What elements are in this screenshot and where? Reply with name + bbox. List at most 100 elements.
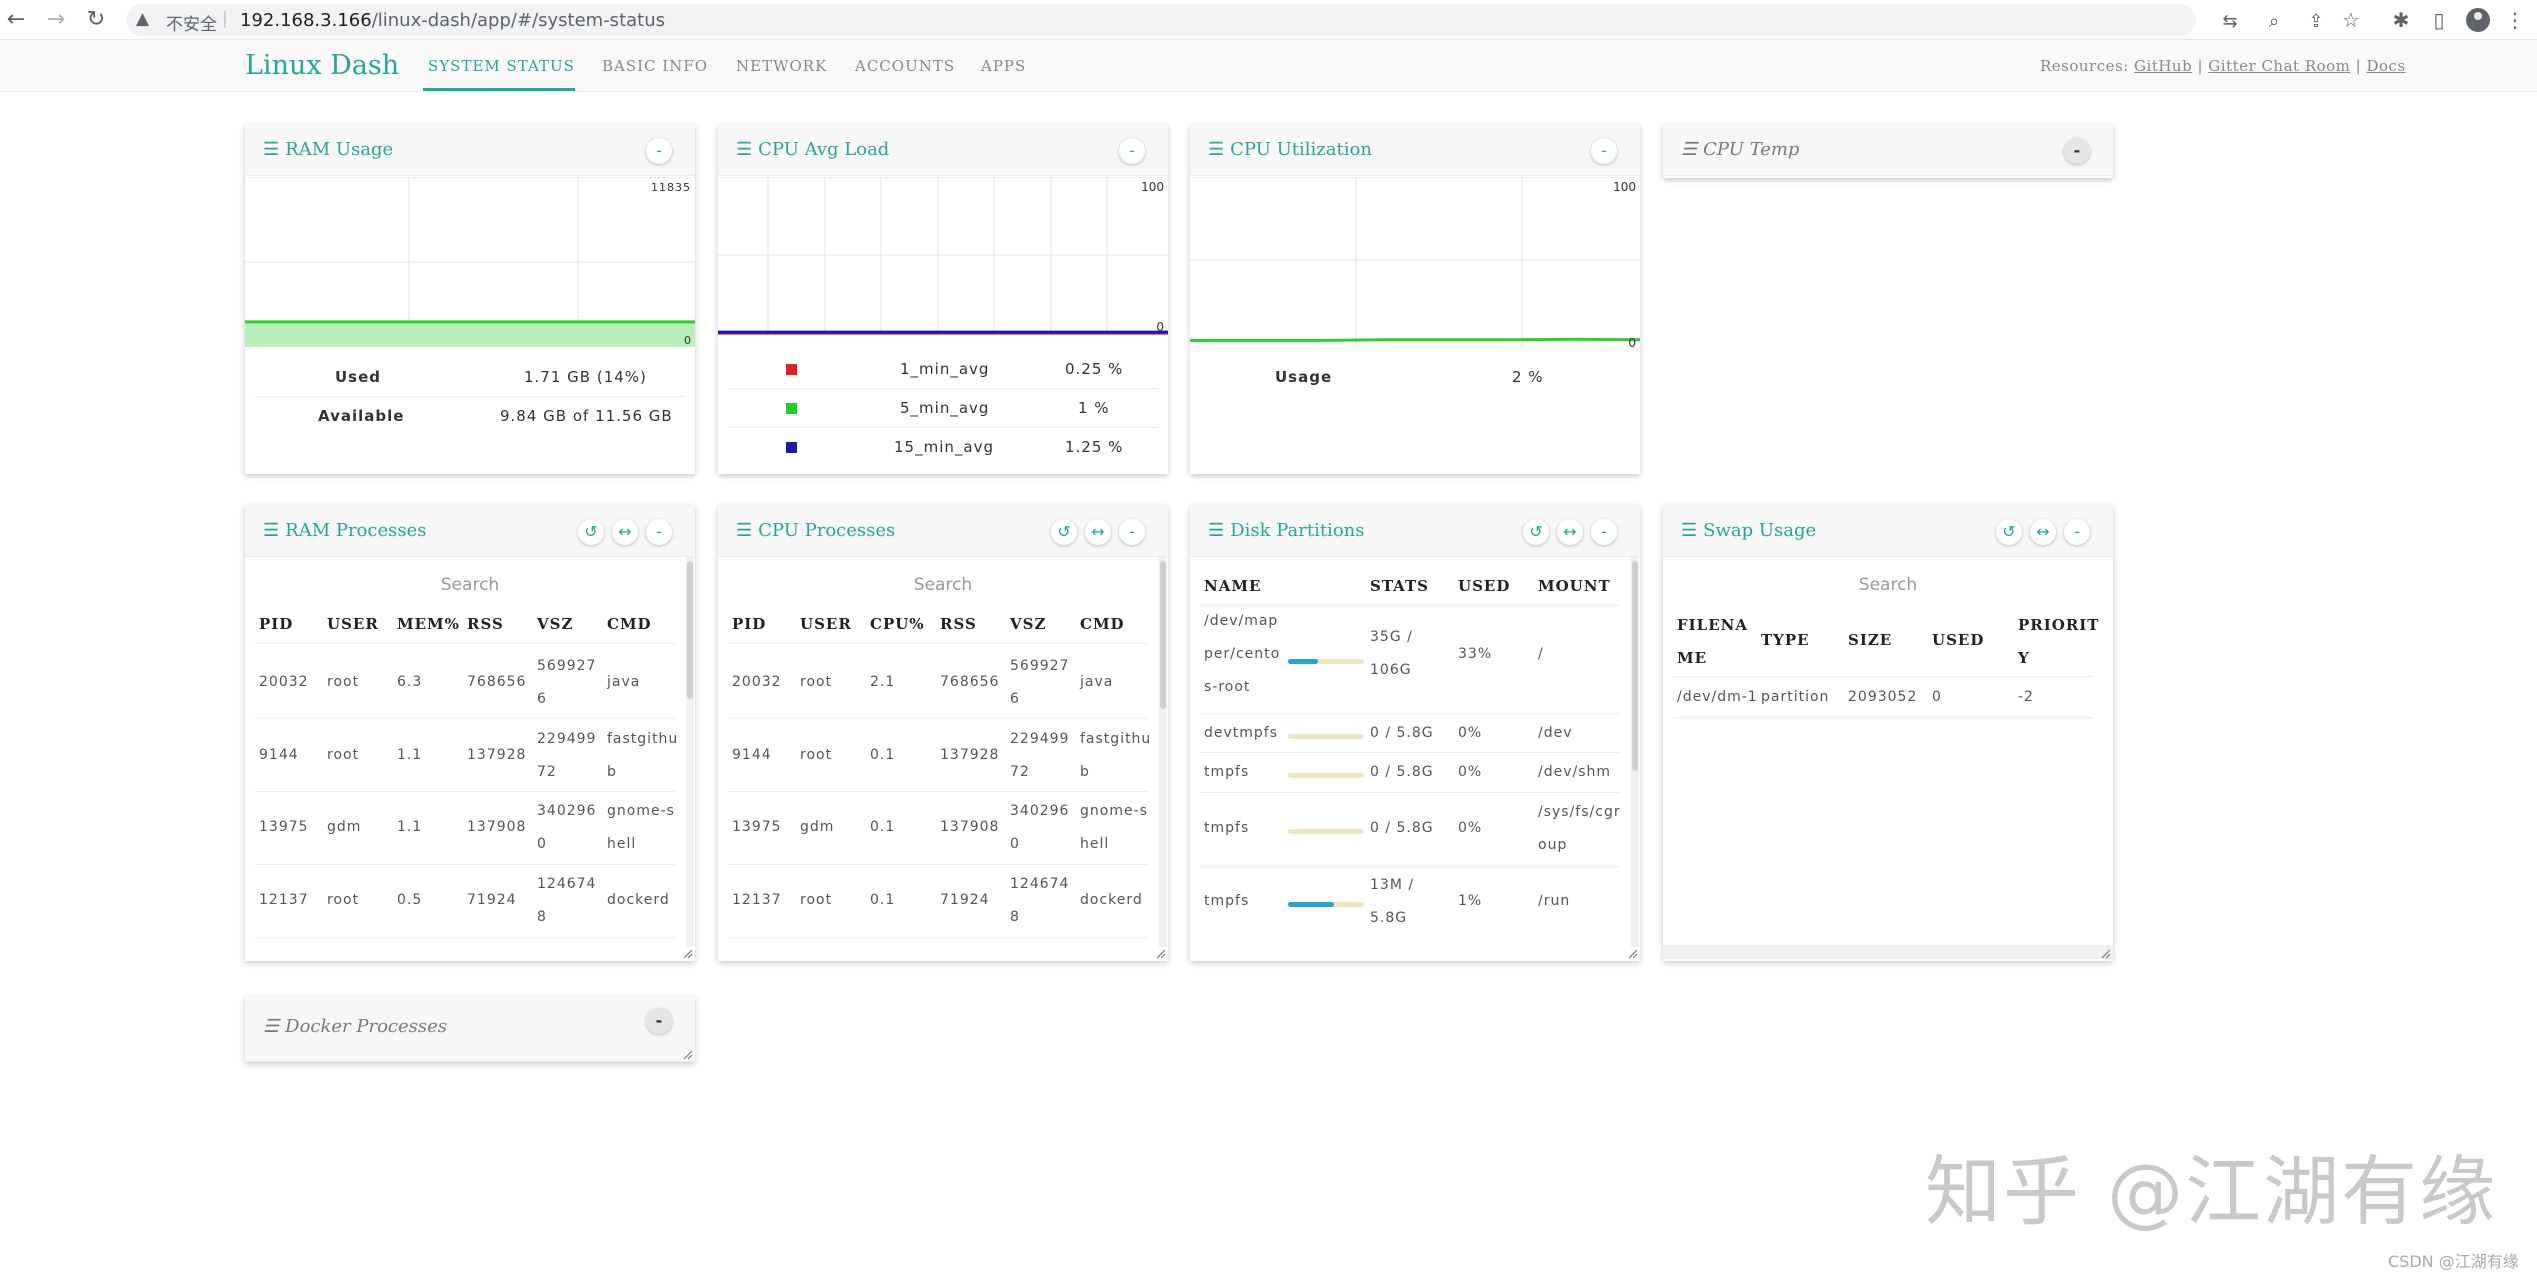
- github-link[interactable]: GitHub: [2134, 57, 2193, 75]
- col-cmd[interactable]: CMD: [1080, 615, 1125, 633]
- col-user[interactable]: USER: [327, 615, 379, 633]
- resize-handle-icon[interactable]: [1626, 947, 1638, 959]
- horizontal-scrollbar[interactable]: [1663, 945, 2113, 959]
- drag-handle-icon[interactable]: ☰: [1208, 139, 1225, 160]
- menu-kebab-icon[interactable]: ⋮: [2505, 8, 2525, 32]
- col-vsz[interactable]: VSZ: [1010, 615, 1047, 633]
- drag-handle-icon[interactable]: ☰: [736, 139, 753, 160]
- drag-handle-icon[interactable]: ☰: [1681, 139, 1698, 160]
- collapse-button[interactable]: -: [646, 519, 672, 545]
- tab-network[interactable]: NETWORK: [736, 57, 828, 75]
- ram-processes-title[interactable]: ☰ RAM Processes: [263, 520, 427, 541]
- col-size[interactable]: SIZE: [1848, 631, 1893, 649]
- usage-bar: [1288, 829, 1364, 834]
- tab-accounts[interactable]: ACCOUNTS: [855, 57, 956, 75]
- docker-processes-card: ☰ Docker Processes -: [245, 996, 695, 1062]
- drag-handle-icon[interactable]: ☰: [1681, 520, 1698, 541]
- col-type[interactable]: TYPE: [1761, 631, 1810, 649]
- side-panel-icon[interactable]: ▯: [2433, 8, 2445, 32]
- search-input[interactable]: Search: [440, 575, 500, 595]
- col-pid[interactable]: PID: [259, 615, 294, 633]
- cpu-processes-title[interactable]: ☰ CPU Processes: [736, 520, 896, 541]
- reload-icon[interactable]: ↻: [86, 7, 106, 32]
- brand-logo[interactable]: Linux Dash: [245, 50, 400, 81]
- col-stats[interactable]: STATS: [1370, 577, 1429, 595]
- cpu-avg-load-title[interactable]: ☰ CPU Avg Load: [736, 139, 890, 160]
- col-cpu[interactable]: CPU%: [870, 615, 925, 633]
- col-used[interactable]: USED: [1932, 631, 1985, 649]
- collapse-button[interactable]: -: [2064, 519, 2090, 545]
- drag-handle-icon[interactable]: ☰: [736, 520, 753, 541]
- col-cmd[interactable]: CMD: [607, 615, 652, 633]
- col-mount[interactable]: MOUNT: [1538, 577, 1611, 595]
- url-text[interactable]: 192.168.3.166/linux-dash/app/#/system-st…: [240, 10, 665, 31]
- cpu-temp-title[interactable]: ☰ CPU Temp: [1681, 139, 1800, 160]
- disk-partitions-title[interactable]: ☰ Disk Partitions: [1208, 520, 1365, 541]
- col-used[interactable]: USED: [1458, 577, 1511, 595]
- drag-handle-icon[interactable]: ☰: [263, 520, 280, 541]
- col-name[interactable]: NAME: [1204, 577, 1262, 595]
- forward-icon[interactable]: →: [46, 7, 66, 32]
- collapse-button[interactable]: -: [646, 138, 672, 164]
- expand-button[interactable]: -: [646, 1008, 672, 1034]
- drag-handle-icon[interactable]: ☰: [1208, 520, 1225, 541]
- col-rss[interactable]: RSS: [940, 615, 977, 633]
- scrollbar-thumb[interactable]: [687, 561, 693, 699]
- swap-usage-title[interactable]: ☰ Swap Usage: [1681, 520, 1817, 541]
- col-pid[interactable]: PID: [732, 615, 767, 633]
- docs-link[interactable]: Docs: [2366, 57, 2406, 75]
- search-input[interactable]: Search: [913, 575, 973, 595]
- resize-handle-icon[interactable]: [681, 947, 693, 959]
- extensions-icon[interactable]: ✱: [2392, 8, 2410, 32]
- resize-handle-icon[interactable]: [1154, 947, 1166, 959]
- tab-basic-info[interactable]: BASIC INFO: [602, 57, 709, 75]
- col-vsz[interactable]: VSZ: [537, 615, 574, 633]
- col-filename[interactable]: FILENAME: [1677, 616, 1748, 667]
- tab-apps[interactable]: APPS: [981, 57, 1027, 75]
- drag-handle-icon[interactable]: ☰: [263, 1016, 280, 1037]
- col-priority[interactable]: PRIORITY: [2018, 616, 2100, 667]
- zoom-icon[interactable]: ⌕: [2268, 11, 2280, 32]
- cpu-utilization-title[interactable]: ☰ CPU Utilization: [1208, 139, 1372, 160]
- swap-usage-card: ☰ Swap Usage ↺ ↔ - Search FILENAME TYPE S…: [1663, 505, 2113, 961]
- widen-button[interactable]: ↔: [1557, 519, 1583, 545]
- drag-handle-icon[interactable]: ☰: [263, 139, 280, 160]
- avg-y-min-label: 0: [1156, 320, 1164, 334]
- cpu-processes-card: ☰ CPU Processes ↺ ↔ - Search PID USER CPU…: [718, 505, 1168, 961]
- usage-value: 2 %: [1512, 368, 1544, 386]
- collapse-button[interactable]: -: [1119, 519, 1145, 545]
- collapse-button[interactable]: -: [1591, 138, 1617, 164]
- warning-icon[interactable]: ▲: [136, 9, 150, 29]
- refresh-button[interactable]: ↺: [578, 519, 604, 545]
- col-rss[interactable]: RSS: [467, 615, 504, 633]
- widen-button[interactable]: ↔: [612, 519, 638, 545]
- bookmark-star-icon[interactable]: ☆: [2342, 8, 2360, 32]
- scrollbar-thumb[interactable]: [1632, 561, 1638, 771]
- search-input[interactable]: Search: [1858, 575, 1918, 595]
- docker-processes-title[interactable]: ☰ Docker Processes: [263, 1016, 448, 1037]
- col-mem[interactable]: MEM%: [397, 615, 460, 633]
- usage-bar: [1288, 659, 1364, 664]
- refresh-button[interactable]: ↺: [1996, 519, 2022, 545]
- share-icon[interactable]: ⇪: [2308, 11, 2324, 32]
- collapse-button[interactable]: -: [1119, 138, 1145, 164]
- collapse-button[interactable]: -: [1591, 519, 1617, 545]
- browser-toolbar: ← → ↻ ▲ 不安全 | 192.168.3.166/linux-dash/a…: [0, 0, 2537, 40]
- refresh-button[interactable]: ↺: [1051, 519, 1077, 545]
- widen-button[interactable]: ↔: [1085, 519, 1111, 545]
- col-user[interactable]: USER: [800, 615, 852, 633]
- refresh-button[interactable]: ↺: [1523, 519, 1549, 545]
- resize-handle-icon[interactable]: [681, 1048, 693, 1060]
- translate-icon[interactable]: ⇆: [2222, 11, 2238, 32]
- gitter-chat-link[interactable]: Gitter Chat Room: [2208, 57, 2351, 75]
- ram-usage-title[interactable]: ☰ RAM Usage: [263, 139, 394, 160]
- back-icon[interactable]: ←: [6, 7, 26, 32]
- expand-button[interactable]: -: [2064, 138, 2090, 164]
- resize-handle-icon[interactable]: [2099, 947, 2111, 959]
- widen-button[interactable]: ↔: [2030, 519, 2056, 545]
- scrollbar-thumb[interactable]: [1160, 561, 1166, 709]
- tab-system-status[interactable]: SYSTEM STATUS: [428, 57, 575, 75]
- address-bar[interactable]: ▲ 不安全 | 192.168.3.166/linux-dash/app/#/s…: [126, 4, 2324, 36]
- usage-bar: [1288, 902, 1364, 907]
- profile-avatar-icon[interactable]: [2466, 8, 2490, 32]
